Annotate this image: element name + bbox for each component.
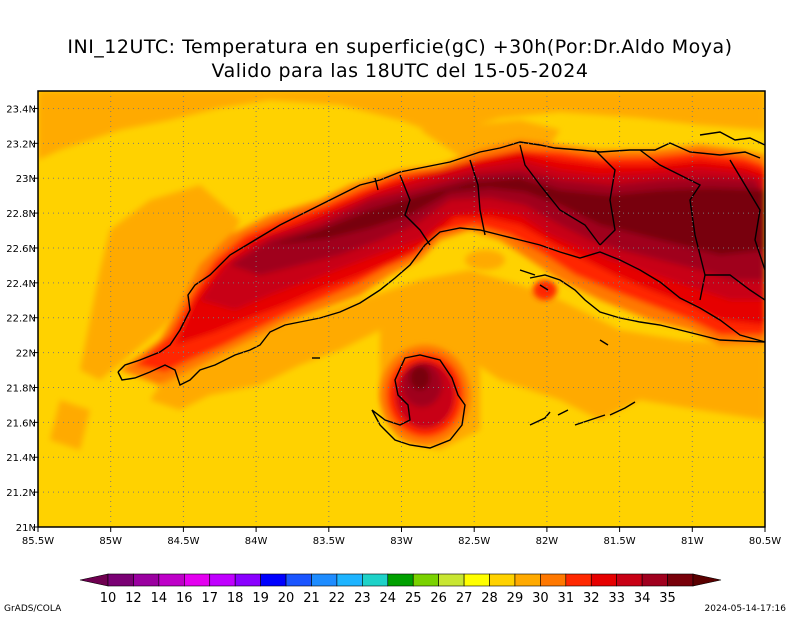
colorbar-swatch [412, 573, 439, 587]
lat-tick-label: 21.6N [6, 418, 36, 429]
colorbar-swatch [285, 573, 312, 587]
lon-tick-label: 84.5W [167, 536, 199, 547]
colorbar-label: 12 [125, 591, 142, 606]
colorbar-low-arrow [79, 573, 109, 587]
colorbar-label: 27 [456, 591, 473, 606]
colorbar-swatch [209, 573, 236, 587]
lon-tick-label: 82W [536, 536, 559, 547]
grid-lines [38, 91, 765, 527]
lon-tick-label: 82.5W [458, 536, 490, 547]
lat-tick-label: 23.4N [6, 104, 36, 115]
colorbar-label: 26 [430, 591, 447, 606]
map-title: INI_12UTC: Temperatura en superficie(gC)… [67, 36, 733, 58]
colorbar-label: 28 [481, 591, 498, 606]
lat-tick-label: 22N [16, 349, 36, 360]
colorbar-label: 18 [227, 591, 244, 606]
colorbar-swatch [387, 573, 414, 587]
colorbar-label: 23 [354, 591, 371, 606]
footer-credit: GrADS/COLA [4, 604, 62, 614]
lon-tick-label: 81.5W [604, 536, 636, 547]
colorbar-swatch [540, 573, 567, 587]
colorbar-label: 32 [583, 591, 600, 606]
colorbar: 10 12 14 16 17 18 19 20 21 22 23 24 25 26 27 28 29 30 31 32… [79, 573, 722, 606]
colorbar-label: 20 [278, 591, 295, 606]
colorbar-label: 14 [151, 591, 168, 606]
lat-tick-label: 21.8N [6, 383, 36, 394]
colorbar-swatch [336, 573, 363, 587]
lat-tick-label: 21N [16, 523, 36, 534]
colorbar-high-arrow [692, 573, 722, 587]
colorbar-label: 29 [507, 591, 524, 606]
map-subtitle: Valido para las 18UTC del 15-05-2024 [211, 60, 589, 82]
lon-tick-label: 84W [245, 536, 268, 547]
lat-tick-label: 22.8N [6, 209, 36, 220]
colorbar-swatch [616, 573, 643, 587]
colorbar-label: 10 [100, 591, 117, 606]
colorbar-swatch [362, 573, 389, 587]
lat-axis: 21N 21.2N 21.4N 21.6N 21.8N 22N 22.2N 22.4N 22.6… [6, 104, 38, 534]
colorbar-swatch [184, 573, 211, 587]
colorbar-label: 25 [405, 591, 422, 606]
lat-tick-label: 22.2N [6, 314, 36, 325]
colorbar-swatch [590, 573, 617, 587]
colorbar-label: 22 [329, 591, 346, 606]
colorbar-label: 35 [659, 591, 676, 606]
lon-tick-label: 83W [390, 536, 413, 547]
lat-tick-label: 23.2N [6, 139, 36, 150]
colorbar-swatch [107, 573, 134, 587]
colorbar-label: 31 [558, 591, 575, 606]
colorbar-swatch [133, 573, 160, 587]
colorbar-label: 33 [608, 591, 625, 606]
colorbar-label: 30 [532, 591, 549, 606]
colorbar-swatch [667, 573, 694, 587]
lon-axis: 85.5W 85W 84.5W 84W 83.5W 83W 82.5W 82W 81.5W 81W… [22, 527, 781, 547]
colorbar-swatch [565, 573, 592, 587]
colorbar-label: 19 [252, 591, 269, 606]
colorbar-swatch [514, 573, 541, 587]
colorbar-swatch [234, 573, 261, 587]
lon-tick-label: 81W [681, 536, 704, 547]
colorbar-swatch [311, 573, 338, 587]
colorbar-label: 24 [380, 591, 397, 606]
lon-tick-label: 85.5W [22, 536, 54, 547]
colorbar-label: 21 [303, 591, 320, 606]
colorbar-swatch [158, 573, 185, 587]
footer-timestamp: 2024-05-14-17:16 [704, 604, 787, 614]
colorbar-swatch [463, 573, 490, 587]
lon-tick-label: 80.5W [749, 536, 781, 547]
colorbar-swatch [438, 573, 465, 587]
lat-tick-label: 22.4N [6, 279, 36, 290]
colorbar-swatch [260, 573, 287, 587]
colorbar-label: 34 [634, 591, 651, 606]
lat-tick-label: 22.6N [6, 244, 36, 255]
lon-tick-label: 83.5W [313, 536, 345, 547]
temperature-field [38, 91, 765, 527]
lat-tick-label: 21.2N [6, 488, 36, 499]
colorbar-label: 17 [201, 591, 218, 606]
colorbar-swatch [489, 573, 516, 587]
lat-tick-label: 21.4N [6, 453, 36, 464]
lat-tick-label: 23N [16, 174, 36, 185]
coastline [117, 131, 765, 449]
lon-tick-label: 85W [99, 536, 122, 547]
colorbar-swatch [641, 573, 668, 587]
colorbar-label: 16 [176, 591, 193, 606]
